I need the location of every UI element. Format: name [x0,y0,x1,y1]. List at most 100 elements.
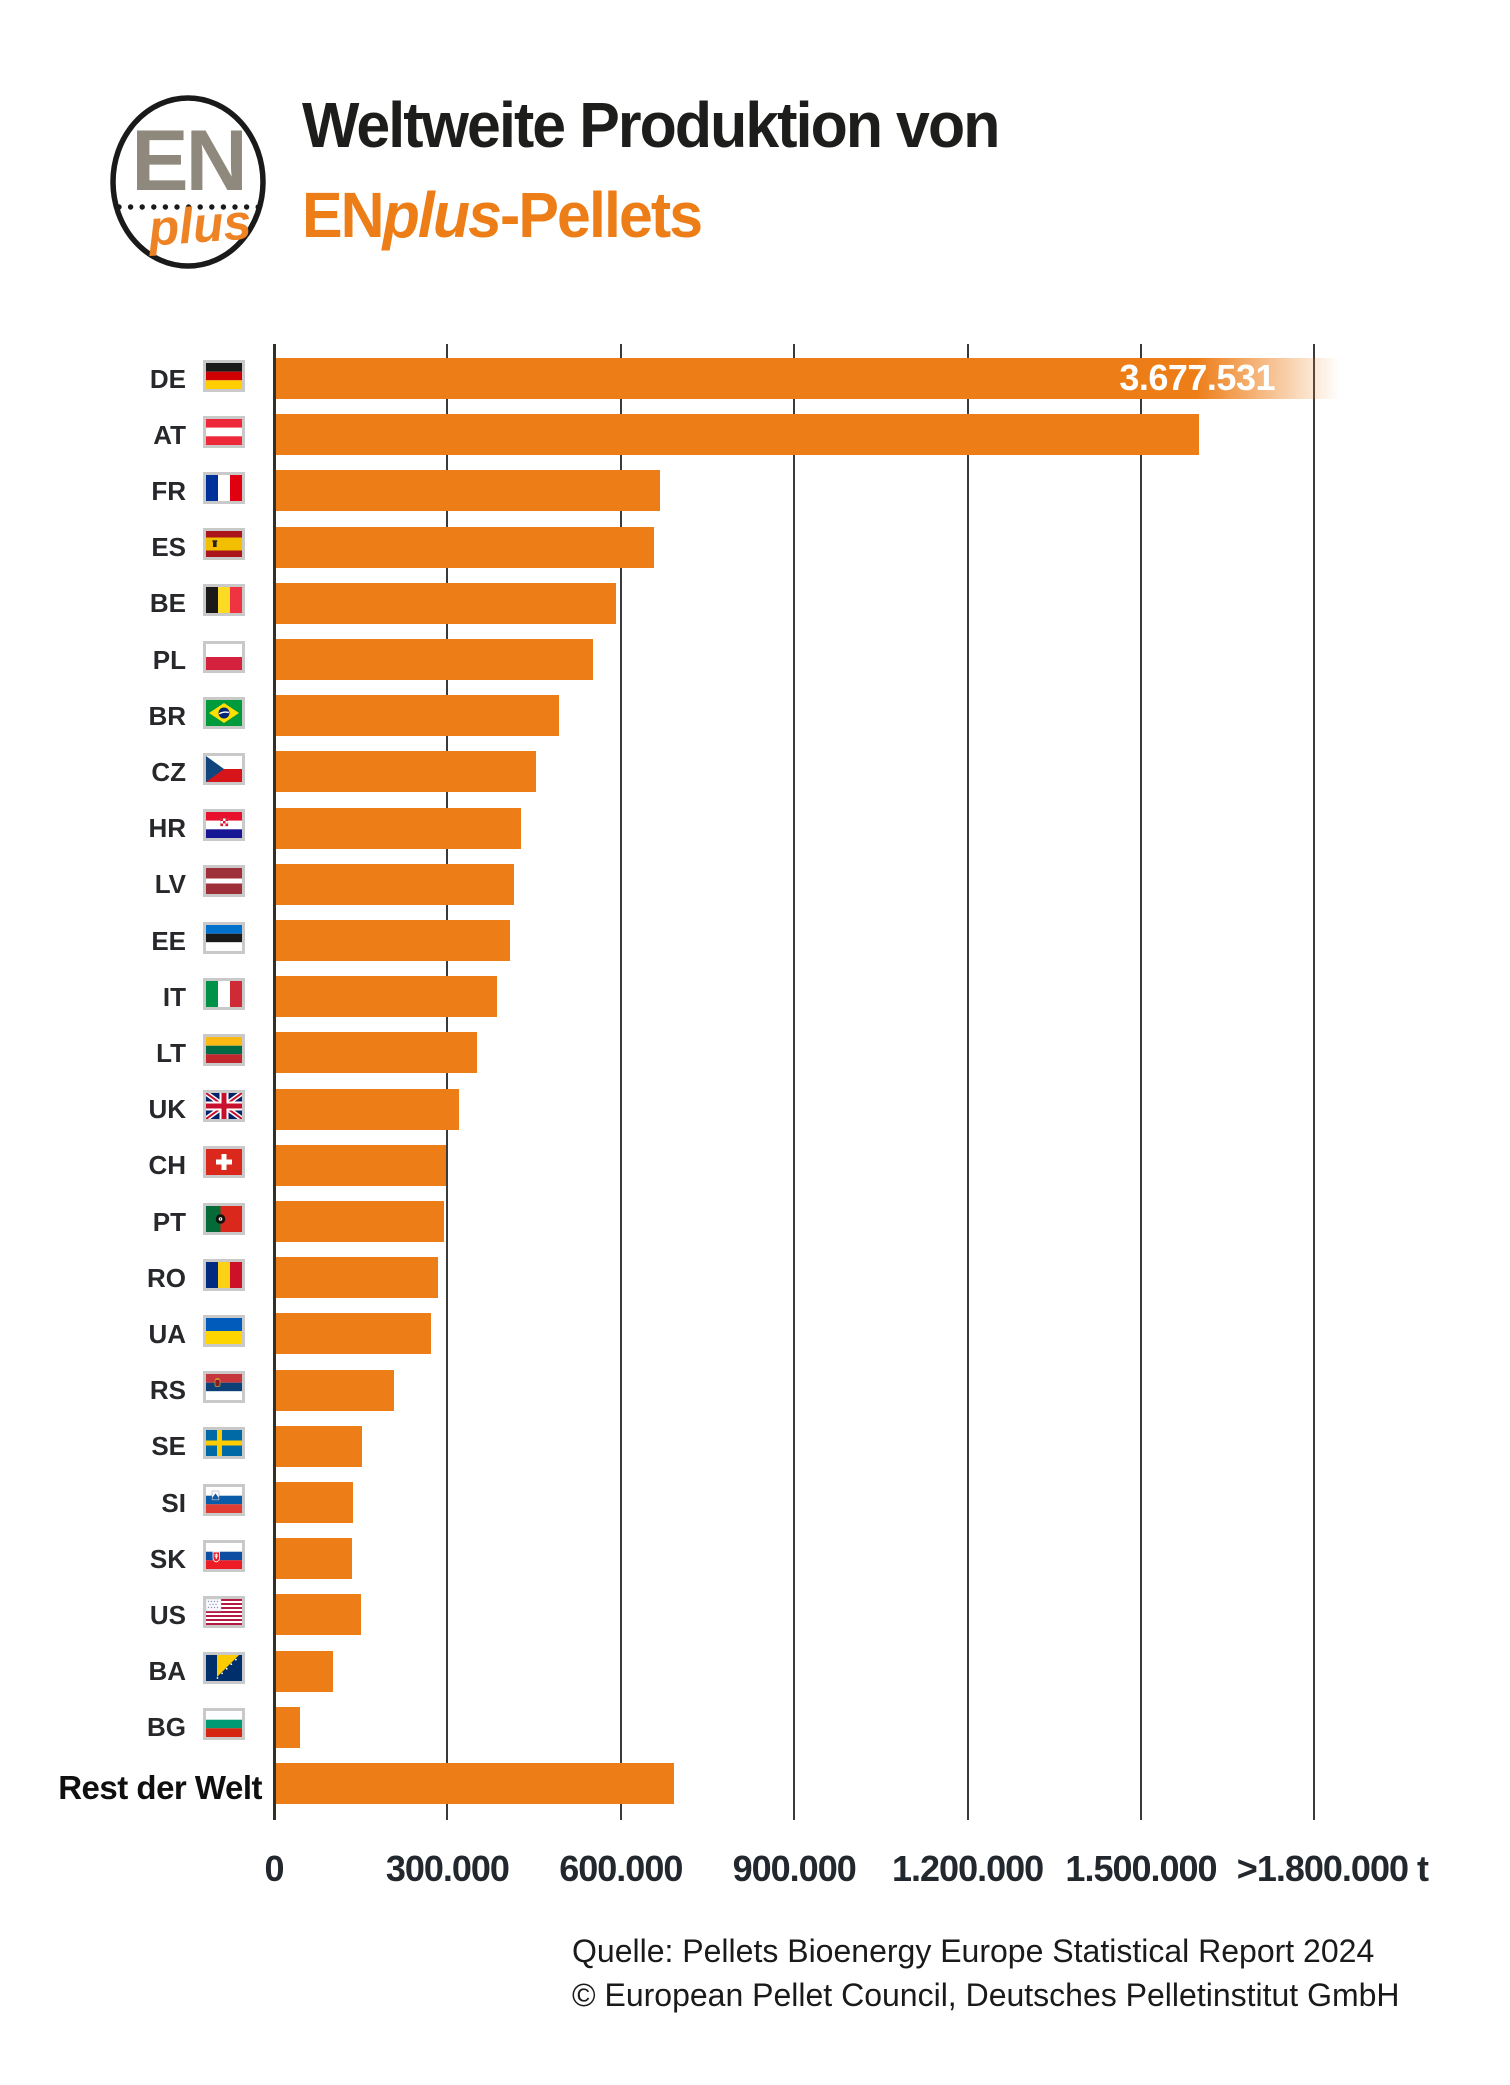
flag-it-icon [203,977,245,1010]
production-bar [276,470,660,512]
country-label: AT [153,419,186,450]
page-title-line1: Weltweite Produktion von [302,89,1000,161]
country-label: RO [147,1262,186,1293]
logo-dotted-line [116,204,261,210]
production-bar [276,695,559,737]
flag-ua-icon [203,1314,245,1347]
country-label: EE [151,925,186,956]
country-label: PT [152,1206,186,1237]
gridline [619,344,622,1820]
production-bar [276,1482,354,1523]
country-label: BA [148,1656,186,1687]
x-axis-tick-label: 0 [264,1848,284,1889]
country-label: SE [151,1431,186,1462]
flag-sk-icon [203,1539,245,1572]
country-label: ES [151,532,186,563]
flag-at-icon [203,415,245,448]
title-suffix: -Pellets [500,179,703,251]
flag-si-icon [203,1483,245,1516]
country-label: UA [148,1318,186,1349]
production-bar [276,976,497,1018]
x-axis-tick-label: 900.000 [732,1848,857,1889]
enplus-logo-icon: EN plus [110,95,266,269]
source-line1: Quelle: Pellets Bioenergy Europe Statist… [572,1933,1375,1969]
country-label: US [149,1599,186,1630]
title-brand-en: EN [302,179,385,251]
production-bar [276,807,522,849]
source-line2: © European Pellet Council, Deutsches Pel… [572,1977,1400,2013]
flag-lt-icon [203,1033,245,1066]
country-label: UK [148,1094,186,1125]
production-bar [276,863,515,905]
gridline [1313,344,1316,1820]
production-bar [276,1706,301,1748]
production-bar [276,1032,478,1074]
bar-value-label: 3.677.531 [1119,356,1275,398]
flag-rs-icon [203,1371,245,1404]
flag-pl-icon [203,640,245,673]
gridline [446,344,449,1820]
flag-uk-icon [203,1090,245,1123]
flag-es-icon [203,528,245,561]
flag-lv-icon [203,865,245,898]
production-bar [276,1538,352,1580]
country-label: HR [148,813,186,844]
country-label: Rest der Welt [58,1768,262,1806]
page-title-line2: ENplus-Pellets [302,178,998,252]
production-bar [276,1257,438,1299]
country-label: CZ [151,756,186,787]
production-bar [276,582,617,624]
production-bar [276,1313,432,1355]
title-block: Weltweite Produktion von ENplus-Pellets [302,88,1035,252]
country-label: BR [148,700,186,731]
country-label: CH [148,1150,186,1181]
country-label: BE [149,588,186,619]
production-bar [276,920,510,961]
flag-se-icon [203,1427,245,1460]
country-label: IT [162,981,186,1012]
country-label: SI [161,1487,186,1518]
production-bar [276,1650,334,1692]
flag-ee-icon [203,921,245,954]
flag-br-icon [203,696,245,729]
flag-ba-icon [203,1652,245,1685]
production-bar [276,414,1200,456]
x-axis-tick-label: 1.500.000 [1065,1848,1217,1889]
x-axis-tick-label: 300.000 [385,1848,510,1889]
svg-text:EN: EN [131,113,244,209]
x-axis-tick-label: 600.000 [559,1848,683,1889]
country-label: BG [147,1712,186,1743]
flag-us-icon [203,1595,245,1628]
production-bar [276,1763,675,1804]
flag-cz-icon [203,752,245,785]
title-brand-plus: plus [382,179,502,251]
production-bar [276,751,536,793]
country-label: SK [149,1543,186,1574]
country-label: RS [149,1375,186,1406]
production-bar [276,1594,361,1636]
country-label: LV [154,869,186,900]
x-axis-tick-label: 1.200.000 [892,1848,1044,1889]
flag-bg-icon [203,1708,245,1741]
country-label: FR [151,475,186,506]
enplus-logo: EN plus [95,90,285,280]
flag-hr-icon [203,809,245,842]
production-bar [276,1201,444,1242]
gridline [793,344,796,1820]
production-bar [276,1369,395,1411]
gridline [1140,344,1142,1820]
source-note: Quelle: Pellets Bioenergy Europe Statist… [572,1929,1400,2017]
production-bar: 3.677.531 [276,356,1345,399]
flag-pt-icon [203,1202,245,1235]
gridline [966,344,969,1820]
production-bar [276,1088,460,1130]
y-axis-line [272,344,276,1820]
flag-ro-icon [203,1258,245,1291]
production-bar [276,1425,362,1467]
flag-de-icon [203,359,245,392]
svg-text:plus: plus [145,194,253,257]
country-label: DE [149,363,186,394]
country-label: LT [156,1037,186,1068]
production-bar [276,526,654,568]
